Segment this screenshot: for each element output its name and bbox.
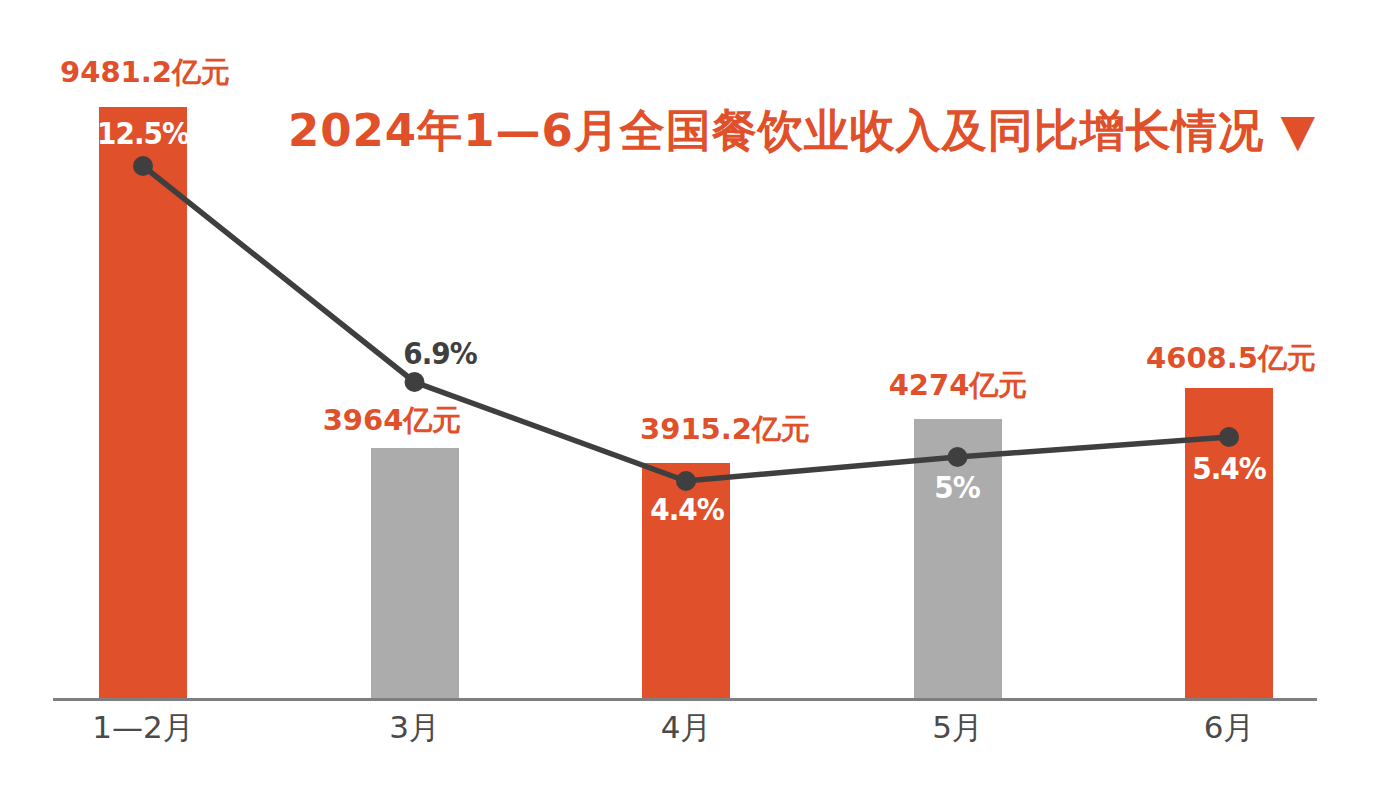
x-axis-label: 5月 bbox=[932, 707, 983, 749]
x-axis-label: 4月 bbox=[661, 707, 712, 749]
growth-label: 5.4% bbox=[1192, 451, 1266, 486]
growth-line-layer bbox=[0, 0, 1399, 805]
growth-point-5月 bbox=[948, 447, 968, 467]
bar-value-label: 4608.5亿元 bbox=[1146, 339, 1316, 379]
chart-page: 2024年1—6月全国餐饮业收入及同比增长情况 ▼ 9481.2亿元12.5%3… bbox=[0, 0, 1399, 805]
x-axis-line bbox=[53, 698, 1317, 701]
bar-value-label: 4274亿元 bbox=[889, 366, 1028, 406]
growth-label: 5% bbox=[934, 470, 980, 505]
bar-value-label: 3915.2亿元 bbox=[640, 410, 810, 450]
growth-label: 12.5% bbox=[97, 116, 189, 151]
bar-value-label: 9481.2亿元 bbox=[60, 53, 230, 93]
growth-label: 6.9% bbox=[403, 336, 477, 371]
growth-point-1—2月 bbox=[133, 156, 153, 176]
x-axis-label: 6月 bbox=[1204, 707, 1255, 749]
growth-point-4月 bbox=[676, 471, 696, 491]
bar-value-label: 3964亿元 bbox=[323, 401, 462, 441]
growth-point-6月 bbox=[1219, 427, 1239, 447]
growth-point-3月 bbox=[405, 372, 425, 392]
x-axis-label: 1—2月 bbox=[92, 707, 193, 749]
growth-label: 4.4% bbox=[650, 492, 724, 527]
x-axis-label: 3月 bbox=[389, 707, 440, 749]
